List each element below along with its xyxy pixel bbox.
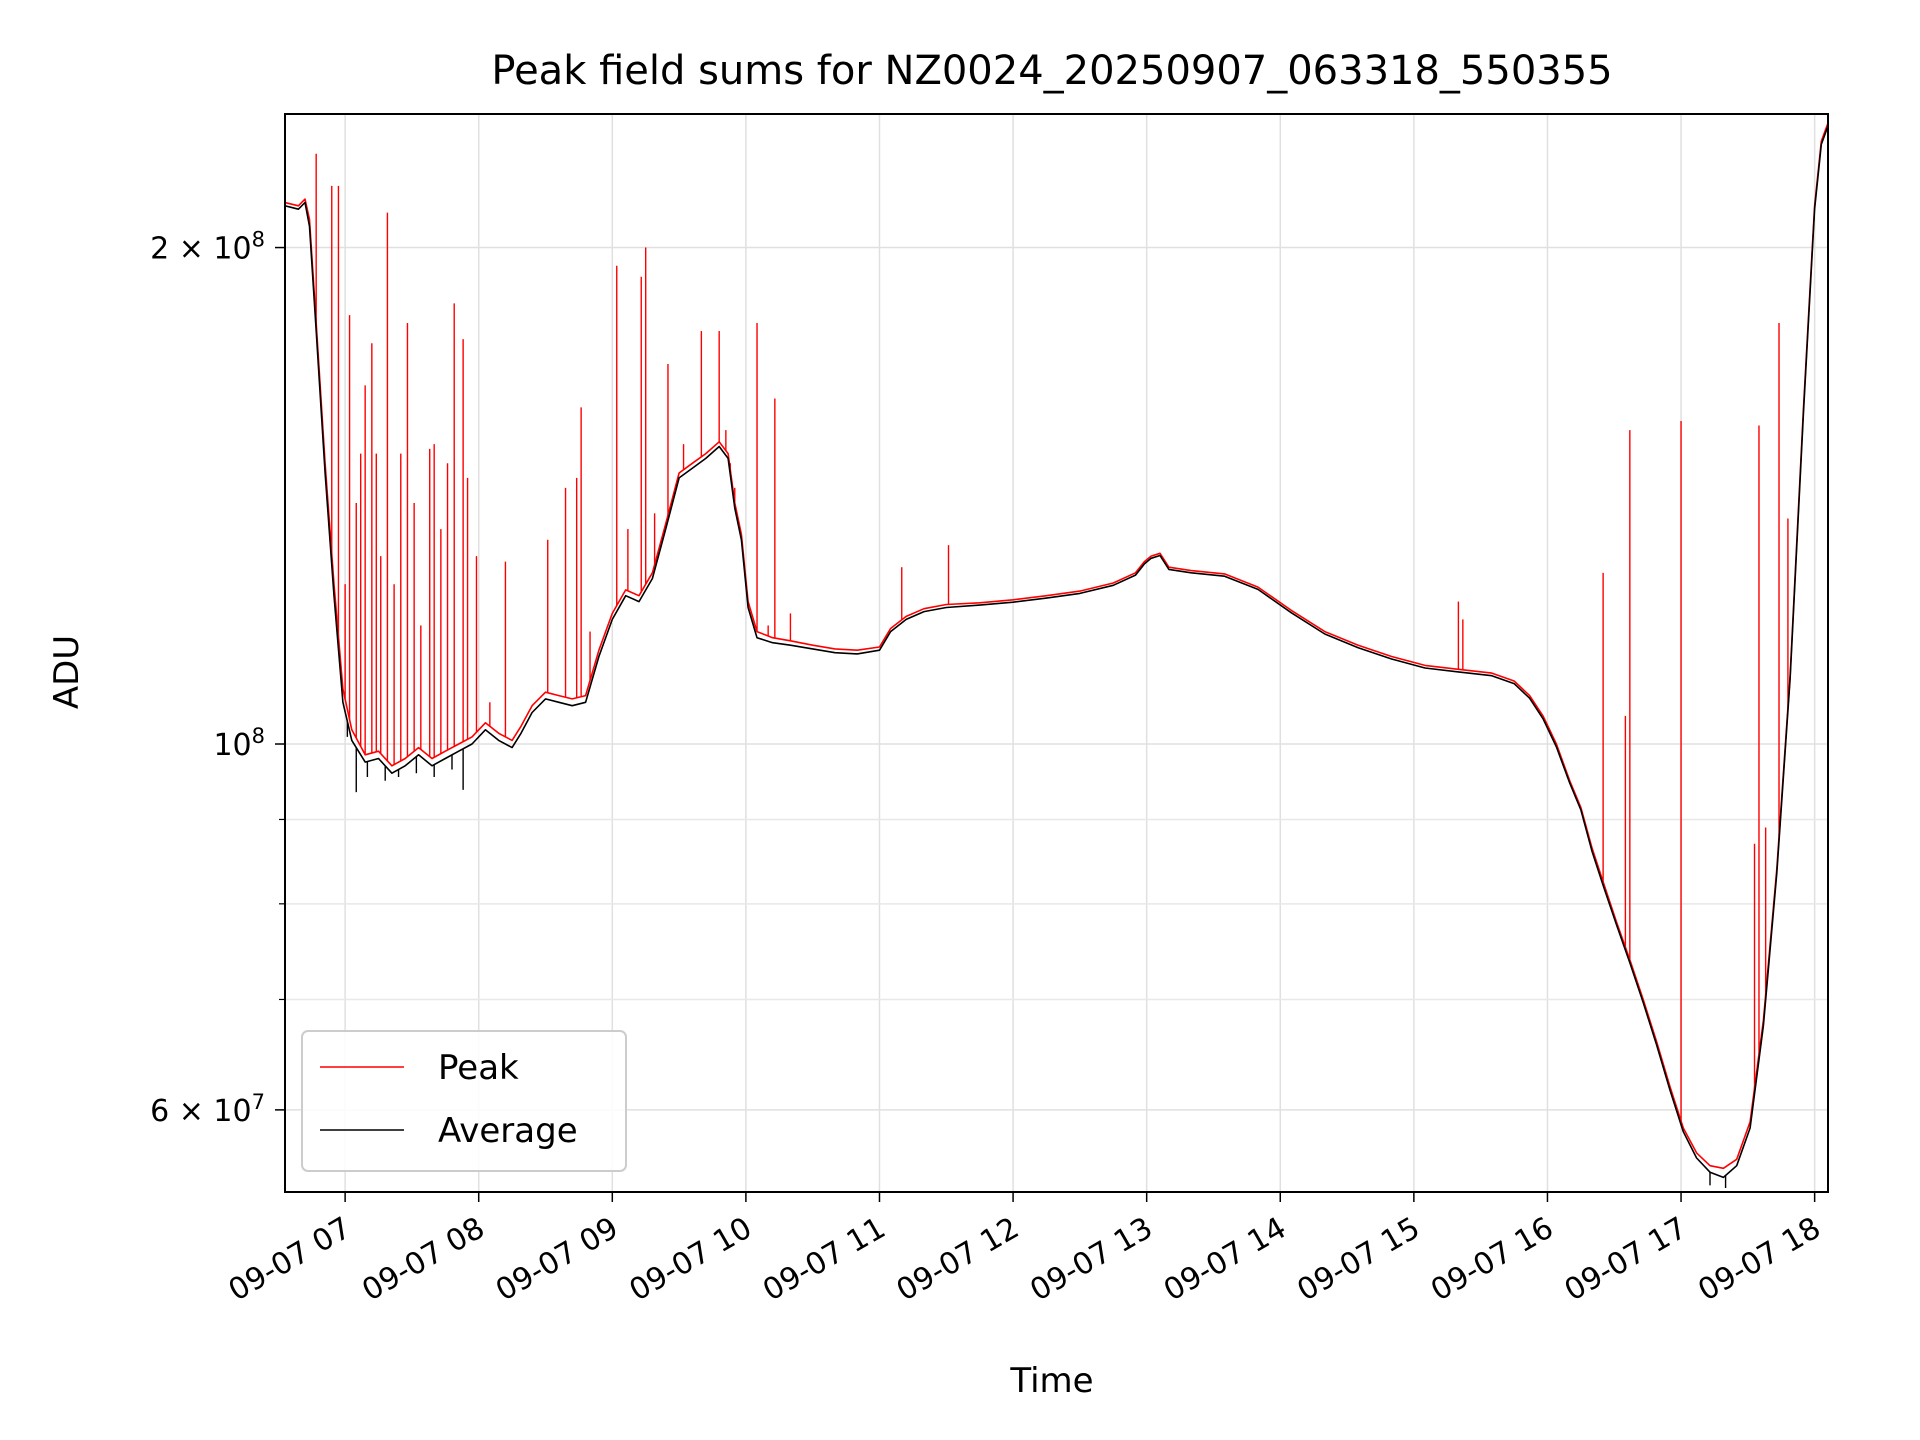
legend-label-average: Average: [438, 1111, 578, 1151]
grid: [285, 114, 1828, 1192]
series-layer: [285, 122, 1828, 1188]
series-line-average: [285, 125, 1828, 1179]
y-tick-label: 108: [213, 724, 265, 763]
y-tick-label: 6 × 107: [150, 1090, 265, 1129]
plot-frame: [284, 113, 1829, 1193]
series-group: [285, 122, 1828, 1188]
legend-box: [301, 1030, 627, 1172]
x-axis-label: Time: [1009, 1361, 1093, 1401]
chart-title: Peak field sums for NZ0024_20250907_0633…: [491, 48, 1612, 94]
y-tick-label: 2 × 108: [150, 228, 265, 267]
y-axis-label: ADU: [47, 635, 87, 709]
series-line-peak: [285, 122, 1828, 1170]
legend: Peak Average: [301, 1030, 627, 1172]
legend-label-peak: Peak: [438, 1048, 519, 1088]
